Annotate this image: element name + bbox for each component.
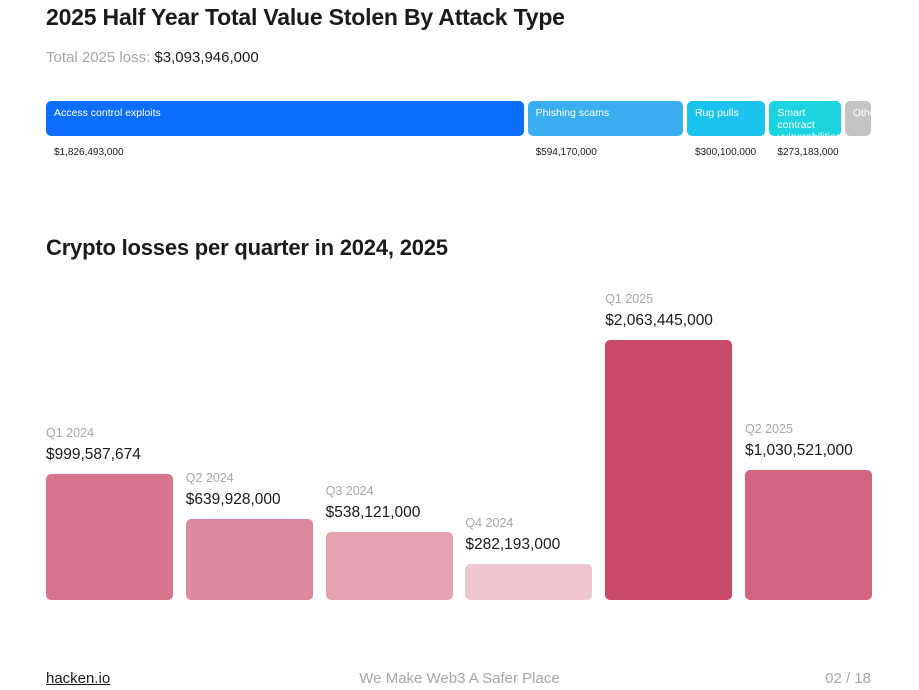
total-loss: Total 2025 loss: $3,093,946,000 — [46, 49, 259, 66]
attack-segment: Smart contract vulnerabilities — [769, 101, 841, 136]
quarter-bar — [745, 470, 872, 600]
footer-page-number: 02 / 18 — [825, 670, 871, 687]
quarter-bar — [185, 519, 313, 600]
footer-site-link[interactable]: hacken.io — [46, 670, 111, 687]
attack-segment-value: $594,170,000 — [535, 147, 597, 158]
attack-segment: Access control exploits — [46, 101, 524, 136]
attack-segment: Rug pulls — [686, 101, 766, 136]
quarter-bar-label: Q4 2024 — [465, 516, 514, 531]
page-title: 2025 Half Year Total Value Stolen By Att… — [46, 4, 565, 30]
quarter-chart-title: Crypto losses per quarter in 2024, 2025 — [46, 235, 448, 260]
quarter-bar-value: $1,030,521,000 — [745, 442, 853, 460]
quarter-bar-value: $999,587,674 — [46, 446, 141, 464]
quarter-bar-label: Q1 2025 — [605, 292, 654, 306]
quarter-bar — [325, 532, 453, 600]
footer-tagline: We Make Web3 A Safer Place — [359, 670, 560, 687]
attack-segment-value: $1,826,493,000 — [54, 147, 124, 158]
quarter-bar-label: Q3 2024 — [325, 484, 374, 499]
total-loss-value: $3,093,946,000 — [154, 49, 259, 66]
total-loss-label: Total 2025 loss: — [46, 49, 151, 66]
quarter-bar — [46, 474, 173, 600]
quarter-bar — [465, 564, 593, 600]
quarter-bar-label: Q1 2024 — [46, 426, 94, 441]
quarter-bar-value: $2,063,445,000 — [605, 312, 713, 329]
quarter-bar-value: $538,121,000 — [325, 504, 421, 522]
attack-segment: Phishing scams — [527, 101, 683, 136]
quarter-bar-value: $639,928,000 — [185, 491, 281, 509]
quarter-bar — [605, 340, 733, 600]
quarter-bar-label: Q2 2025 — [745, 422, 793, 437]
attack-segment: Other — [844, 101, 871, 136]
attack-segment-value: $300,100,000 — [694, 147, 757, 158]
quarter-bar-value: $282,193,000 — [465, 536, 561, 554]
quarter-bar-label: Q2 2024 — [185, 471, 234, 486]
attack-segment-value: $273,183,000 — [777, 147, 839, 158]
